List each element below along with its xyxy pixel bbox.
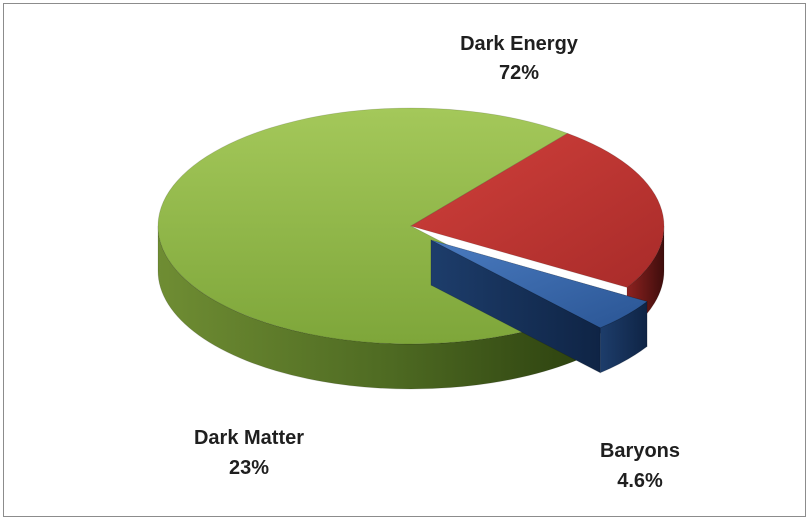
slice-label-dark-energy: Dark Energy 72% xyxy=(460,33,579,84)
slice-label-dark-energy-name: Dark Energy xyxy=(460,33,579,55)
slice-label-baryons-value: 4.6% xyxy=(617,470,663,492)
slice-label-dark-matter: Dark Matter 23% xyxy=(194,427,304,479)
slice-label-dark-energy-value: 72% xyxy=(499,62,539,84)
slice-label-baryons: Baryons 4.6% xyxy=(600,440,680,492)
slice-baryons xyxy=(430,239,648,329)
slice-dark-matter xyxy=(409,132,665,288)
slice-label-dark-matter-value: 23% xyxy=(229,457,269,479)
slice-baryons-wall-end xyxy=(430,239,601,374)
slice-label-dark-matter-name: Dark Matter xyxy=(194,427,304,449)
slice-label-baryons-name: Baryons xyxy=(600,440,680,462)
pie-slices xyxy=(157,107,665,390)
